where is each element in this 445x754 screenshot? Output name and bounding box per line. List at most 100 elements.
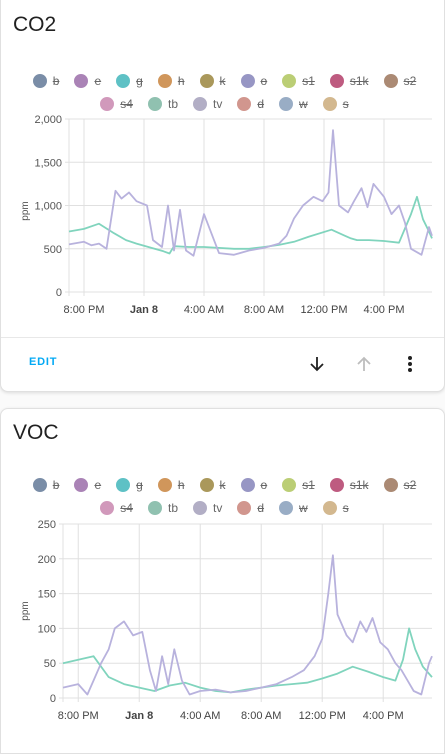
- legend-item-h[interactable]: h: [157, 73, 185, 88]
- legend-item-tv[interactable]: tv: [193, 500, 222, 515]
- legend-item-s[interactable]: s: [322, 96, 349, 111]
- x-tick-label: 8:00 PM: [64, 304, 105, 316]
- legend-swatch: [100, 500, 115, 515]
- card-actions: EDIT: [1, 337, 444, 390]
- x-tick-label: 4:00 PM: [364, 304, 405, 316]
- legend-item-tv[interactable]: tv: [193, 96, 222, 111]
- edit-button[interactable]: EDIT: [29, 356, 58, 368]
- legend-swatch: [237, 500, 252, 515]
- x-tick-label: 8:00 AM: [241, 710, 281, 722]
- legend: b e g h k o s1 s1k s2 s4 tb tv d w s: [15, 69, 435, 115]
- legend-item-h[interactable]: h: [157, 477, 185, 492]
- x-tick-label: Jan 8: [130, 304, 158, 316]
- legend-item-s1k[interactable]: s1k: [329, 73, 369, 88]
- legend-label: s1k: [349, 477, 369, 492]
- legend-item-b[interactable]: b: [32, 477, 60, 492]
- legend-item-s2[interactable]: s2: [383, 477, 417, 492]
- x-tick-label: 4:00 AM: [184, 304, 224, 316]
- legend-item-w[interactable]: w: [279, 500, 308, 515]
- legend-item-s1[interactable]: s1: [282, 477, 315, 492]
- legend-item-s1[interactable]: s1: [282, 73, 315, 88]
- y-tick-label: 1,000: [34, 201, 62, 213]
- legend-swatch: [116, 477, 131, 492]
- legend-label: tb: [167, 96, 178, 111]
- legend-item-d[interactable]: d: [237, 500, 265, 515]
- y-axis-label: ppm: [20, 201, 31, 220]
- legend-item-s[interactable]: s: [322, 500, 349, 515]
- legend-swatch: [383, 477, 398, 492]
- y-tick-label: 250: [38, 519, 56, 531]
- voc-chart[interactable]: ppm 250 200 150 100 50 0 8:00 PM Jan 8 4:00 AM 8…: [1, 519, 444, 741]
- legend-item-k[interactable]: k: [199, 477, 226, 492]
- legend-swatch: [116, 73, 131, 88]
- y-axis-label: ppm: [20, 601, 31, 620]
- legend-item-k[interactable]: k: [199, 73, 226, 88]
- legend-swatch: [282, 73, 297, 88]
- legend: b e g h k o s1 s1k s2 s4 tb tv d w s: [15, 473, 435, 519]
- legend-swatch: [329, 477, 344, 492]
- legend-swatch: [32, 73, 47, 88]
- legend-swatch: [32, 477, 47, 492]
- y-tick-label: 500: [44, 244, 62, 256]
- legend-label: o: [260, 477, 268, 492]
- legend-swatch: [240, 73, 255, 88]
- legend-label: s1: [302, 477, 315, 492]
- legend-label: s2: [403, 477, 417, 492]
- y-tick-label: 1,500: [34, 157, 62, 169]
- card-title: VOC: [13, 421, 59, 444]
- legend-swatch: [74, 477, 89, 492]
- legend-label: d: [257, 500, 265, 515]
- legend-item-s4[interactable]: s4: [100, 500, 133, 515]
- series-line-tv[interactable]: [62, 554, 433, 696]
- legend-item-s1k[interactable]: s1k: [329, 477, 369, 492]
- move-down-icon[interactable]: [305, 352, 329, 376]
- legend-item-g[interactable]: g: [116, 73, 143, 88]
- legend-label: s2: [403, 73, 417, 88]
- legend-swatch: [157, 73, 172, 88]
- legend-swatch: [193, 96, 207, 111]
- legend-swatch: [157, 477, 172, 492]
- co2-chart[interactable]: ppm 2,000 1,500 1,000 500 0 8:00 PM Jan 8 4:00…: [1, 113, 444, 333]
- legend-swatch: [193, 500, 207, 515]
- legend-label: e: [94, 73, 102, 88]
- co2-card: CO2 b e g h k o s1 s1k s2 s4 tb tv d w s ppm 2,000 1,50…: [0, 0, 445, 392]
- legend-swatch: [329, 73, 344, 88]
- legend-label: s4: [120, 500, 133, 515]
- legend-item-s4[interactable]: s4: [100, 96, 133, 111]
- legend-item-d[interactable]: d: [237, 96, 265, 111]
- x-tick-label: 4:00 AM: [180, 710, 220, 722]
- legend-item-o[interactable]: o: [240, 73, 267, 88]
- y-tick-label: 0: [50, 693, 56, 705]
- legend-item-e[interactable]: e: [74, 73, 102, 88]
- legend-label: s: [342, 96, 349, 111]
- legend-item-g[interactable]: g: [116, 477, 143, 492]
- x-tick-label: 4:00 PM: [363, 710, 404, 722]
- legend-item-w[interactable]: w: [279, 96, 308, 111]
- x-tick-label: 8:00 PM: [58, 710, 99, 722]
- legend-item-b[interactable]: b: [32, 73, 60, 88]
- legend-item-tb[interactable]: tb: [147, 500, 178, 515]
- y-tick-label: 200: [38, 554, 56, 566]
- legend-swatch: [199, 73, 214, 88]
- series-line-tv[interactable]: [68, 129, 433, 257]
- voc-card: VOC b e g h k o s1 s1k s2 s4 tb tv d w s ppm 250 200 150…: [0, 408, 445, 754]
- legend-label: e: [94, 477, 102, 492]
- legend-swatch: [279, 500, 294, 515]
- legend-label: d: [257, 96, 265, 111]
- legend-item-tb[interactable]: tb: [147, 96, 178, 111]
- series-line-tb[interactable]: [62, 627, 433, 694]
- legend-label: b: [52, 477, 60, 492]
- legend-item-o[interactable]: o: [240, 477, 268, 492]
- x-tick-label: 12:00 PM: [299, 710, 346, 722]
- move-up-icon[interactable]: [352, 352, 376, 376]
- x-tick-label: 12:00 PM: [300, 304, 347, 316]
- legend-swatch: [322, 500, 337, 515]
- legend-swatch: [383, 73, 398, 88]
- legend-label: g: [136, 73, 143, 88]
- more-vert-icon[interactable]: [398, 352, 422, 376]
- legend-item-e[interactable]: e: [74, 477, 102, 492]
- legend-label: b: [52, 73, 60, 88]
- legend-swatch: [147, 96, 162, 111]
- legend-label: w: [299, 96, 308, 111]
- legend-item-s2[interactable]: s2: [383, 73, 417, 88]
